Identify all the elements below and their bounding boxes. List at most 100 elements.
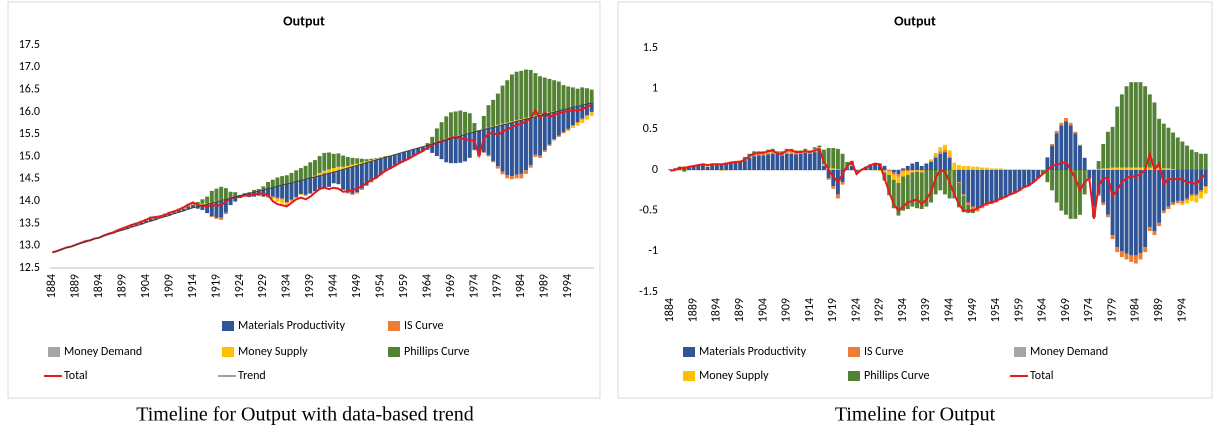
bar-segment [336, 170, 341, 185]
bar-segment [538, 114, 543, 116]
bar-segment [1166, 170, 1171, 207]
bar-segment [270, 187, 275, 197]
x-tick-label: 1984 [514, 274, 528, 298]
bar-segment [910, 163, 915, 170]
bar-segment [359, 158, 364, 163]
bar-segment [327, 172, 332, 174]
bar-segment [728, 162, 733, 170]
bar-segment [1115, 167, 1120, 170]
bar-segment [359, 164, 364, 189]
bar-segment [919, 170, 924, 171]
bar-segment [495, 124, 500, 127]
bar-segment [298, 180, 303, 194]
trend-line [52, 102, 592, 253]
bar-segment [125, 227, 130, 229]
legend-swatch [848, 347, 860, 357]
bar-segment [929, 161, 933, 162]
bar-segment [331, 172, 336, 184]
bar-segment [341, 155, 346, 167]
bar-segment [1101, 143, 1106, 169]
bar-segment [929, 161, 933, 170]
x-tick-label: 1944 [942, 298, 956, 322]
legend-label: Total [1030, 369, 1053, 383]
bar-segment [1185, 200, 1190, 204]
bar-segment [355, 163, 360, 166]
bar-segment [901, 170, 906, 172]
x-tick-label: 1929 [256, 274, 270, 298]
bar-segment [247, 192, 252, 194]
y-tick-label: -0.5 [639, 204, 658, 218]
bar-segment [186, 205, 191, 207]
bar-segment [561, 131, 566, 134]
bar-segment [317, 175, 322, 190]
bar-segment [956, 170, 961, 183]
bar-segment [500, 85, 505, 124]
bar-segment [933, 156, 938, 158]
bar-segment [350, 157, 355, 165]
bar-segment [486, 155, 491, 157]
bar-segment [998, 168, 1003, 170]
bar-segment [789, 153, 794, 170]
y-tick-label: 13.0 [19, 239, 40, 253]
bar-segment [1147, 167, 1152, 170]
bar-segment [1203, 186, 1208, 188]
bar-segment [1175, 137, 1180, 170]
x-tick-label: 1964 [1036, 298, 1050, 322]
bar-segment [1152, 231, 1157, 236]
x-tick-label: 1904 [139, 274, 153, 298]
bar-segment [901, 168, 906, 170]
bar-segment [1050, 143, 1055, 146]
bar-segment [514, 121, 519, 175]
bar-segment [561, 109, 566, 132]
x-tick-label: 1954 [989, 298, 1003, 322]
bar-segment [317, 156, 322, 174]
bar-segment [1199, 191, 1203, 199]
bar-segment [756, 153, 761, 156]
bar-segment [444, 116, 449, 139]
bar-segment [961, 165, 966, 170]
bar-segment [223, 212, 228, 215]
bar-segment [195, 206, 200, 209]
bar-segment [905, 174, 910, 210]
bar-segment [938, 170, 943, 191]
bar-segment [938, 151, 943, 154]
x-tick-label: 1894 [710, 298, 724, 322]
bar-segment [491, 99, 496, 127]
bar-segment [798, 152, 803, 154]
legend-swatch [222, 347, 234, 357]
bar-segment [1185, 145, 1190, 170]
bar-segment [943, 170, 947, 195]
bar-segment [738, 161, 743, 170]
x-tick-label: 1914 [803, 298, 817, 322]
bar-segment [584, 103, 589, 116]
legend-label: Materials Productivity [699, 345, 807, 359]
bar-segment [980, 170, 985, 207]
bar-segment [214, 201, 219, 218]
bar-segment [970, 170, 975, 207]
bar-segment [761, 155, 766, 170]
bar-segment [1054, 130, 1059, 134]
bar-segment [1138, 167, 1143, 170]
x-tick-label: 1939 [919, 298, 933, 322]
bar-segment [205, 204, 210, 214]
bar-segment [181, 208, 186, 211]
y-tick-label: 13.5 [19, 216, 40, 230]
bar-segment [280, 176, 285, 186]
bar-segment [794, 154, 798, 170]
bar-segment [1194, 196, 1199, 203]
bar-segment [1152, 102, 1157, 168]
bar-segment [242, 193, 247, 195]
x-tick-label: 1954 [373, 274, 387, 298]
bar-segment [1012, 170, 1017, 193]
bar-segment [584, 115, 589, 116]
bar-segment [430, 144, 435, 153]
bar-segment [566, 128, 571, 131]
bar-segment [826, 178, 831, 180]
bar-segment [303, 179, 308, 195]
bar-segment [1119, 94, 1124, 168]
legend-swatch [388, 321, 400, 331]
x-tick-label: 1899 [733, 298, 747, 322]
bar-segment [176, 210, 181, 213]
bar-segment [350, 164, 355, 167]
